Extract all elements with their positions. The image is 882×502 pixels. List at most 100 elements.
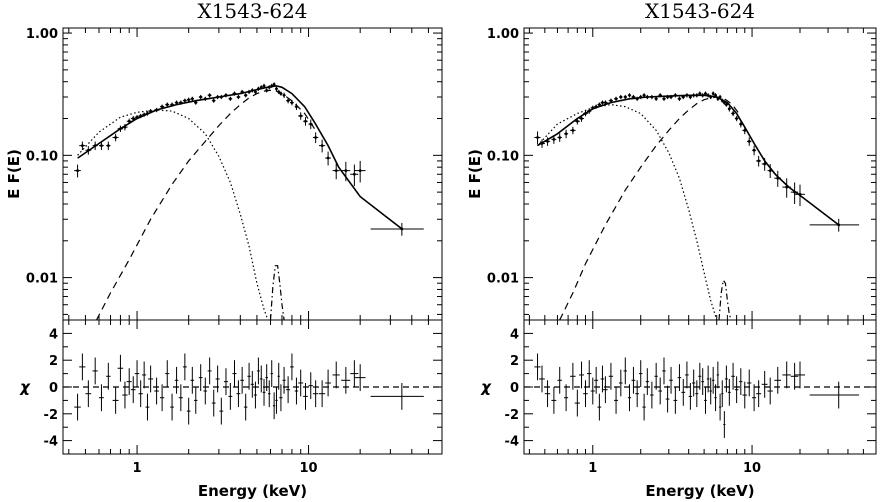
x-tick-label: 10 <box>300 461 318 476</box>
data-point <box>92 141 98 151</box>
residual-point <box>215 365 220 393</box>
residual-point <box>579 361 584 389</box>
data-point <box>658 93 662 98</box>
data-marker <box>597 103 601 106</box>
data-point <box>618 94 623 100</box>
data-marker <box>326 156 330 160</box>
data-point <box>688 94 693 100</box>
data-marker <box>304 119 307 123</box>
data-point <box>706 93 710 98</box>
residual-axis-label: χ <box>480 378 492 396</box>
data-point <box>332 163 340 180</box>
data-point <box>282 92 286 98</box>
data-point <box>594 104 599 109</box>
data-marker <box>262 84 266 88</box>
data-marker <box>149 109 153 113</box>
data-marker <box>698 92 702 95</box>
data-point <box>790 182 799 204</box>
data-marker <box>666 95 670 99</box>
data-marker <box>114 136 118 139</box>
data-marker <box>609 99 613 103</box>
data-point <box>645 94 649 100</box>
residual-point <box>159 384 165 412</box>
residual-point <box>716 361 719 389</box>
data-marker <box>146 112 149 115</box>
data-marker <box>571 128 575 132</box>
residual-point <box>669 366 673 394</box>
data-point <box>267 85 271 90</box>
data-marker <box>282 93 286 97</box>
data-point <box>138 113 143 119</box>
data-marker <box>688 95 692 99</box>
residual-point <box>262 378 266 406</box>
residual-point <box>587 360 592 387</box>
data-marker <box>701 93 705 97</box>
data-marker <box>678 97 681 101</box>
y-tick-label: 0.01 <box>26 272 58 287</box>
data-point <box>318 139 326 153</box>
data-point <box>665 94 670 100</box>
residual-point <box>790 362 799 390</box>
data-point <box>794 184 806 207</box>
data-marker <box>635 97 639 101</box>
x-axis-label: Energy (keV) <box>645 482 754 500</box>
data-marker <box>290 101 294 104</box>
data-marker <box>256 87 260 91</box>
residual-point <box>677 364 682 392</box>
data-marker <box>558 136 562 139</box>
y-tick-label: 1.00 <box>26 27 58 42</box>
y-tick-label: 0.10 <box>487 149 519 164</box>
residual-point <box>724 365 728 393</box>
residual-tick-label: 4 <box>49 327 58 342</box>
data-point <box>685 93 689 98</box>
data-point <box>370 222 424 236</box>
residual-point <box>286 376 291 404</box>
data-marker <box>254 90 257 94</box>
data-marker <box>594 105 598 109</box>
residual-point <box>253 381 257 409</box>
data-marker <box>603 101 607 104</box>
data-point <box>178 100 183 105</box>
data-marker <box>628 93 631 97</box>
residual-point <box>727 378 731 406</box>
residual-point <box>692 369 696 397</box>
data-marker <box>194 101 198 104</box>
data-marker <box>179 101 183 104</box>
residual-point <box>701 368 705 396</box>
data-point <box>642 93 646 98</box>
data-point <box>203 96 208 101</box>
model-curve-dotted <box>77 109 269 321</box>
data-point <box>350 164 359 187</box>
data-marker <box>658 93 662 97</box>
residual-point <box>243 393 248 421</box>
residual-point <box>148 365 154 393</box>
residual-point <box>170 393 174 421</box>
data-marker <box>720 99 724 103</box>
residual-point <box>583 380 588 408</box>
residual-point <box>600 365 605 393</box>
data-marker <box>739 122 743 126</box>
chart-panel-2: X1543-624 E F(E) χ Energy (keV) 1 10 1.00 0.10 0… <box>466 0 877 500</box>
data-marker <box>344 169 348 173</box>
data-point <box>240 89 244 95</box>
data-point <box>117 125 124 133</box>
residual-point <box>318 380 326 408</box>
data-point <box>247 89 251 95</box>
data-marker <box>709 95 713 99</box>
residual-point <box>272 392 276 420</box>
data-marker <box>170 103 174 106</box>
data-point <box>262 83 266 89</box>
data-point <box>154 107 159 113</box>
residual-point <box>308 372 313 400</box>
residual-tick-label: 4 <box>510 327 519 342</box>
data-point <box>186 97 191 102</box>
residual-point <box>597 393 602 421</box>
data-point <box>718 94 722 100</box>
residual-point <box>638 360 643 387</box>
residual-point <box>290 353 294 381</box>
residual-point <box>594 366 599 394</box>
data-point <box>122 124 128 131</box>
residual-point <box>685 361 689 389</box>
residual-point <box>277 362 280 390</box>
data-point <box>627 93 632 98</box>
